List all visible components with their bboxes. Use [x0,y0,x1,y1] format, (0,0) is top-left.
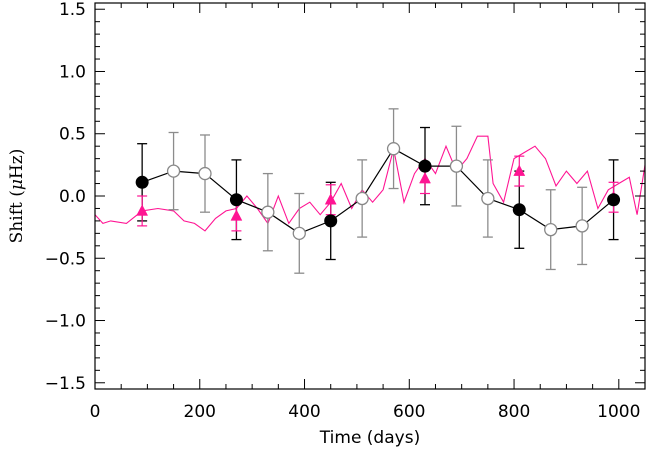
triangle-point [230,209,243,221]
x-tick-label: 400 [288,402,320,422]
triangle-point [513,164,526,176]
x-tick-label: 200 [184,402,216,422]
x-tick-label: 800 [498,402,530,422]
open-point [449,159,464,173]
y-tick-label: 1.0 [59,62,86,82]
triangle-point [419,172,431,184]
x-axis-title: Time (days) [319,428,420,448]
open-point [355,191,369,206]
magenta-series-line [95,135,645,232]
y-tick-label: 1.5 [59,0,86,20]
open-point [292,226,306,241]
y-tick-label: −1.5 [45,374,86,394]
triangle-point [324,193,337,205]
filled-point [512,203,526,217]
open-point [544,222,558,237]
y-axis-title: Shift (μHz) [7,149,27,244]
y-tick-label: 0.5 [59,125,86,145]
open-point [575,219,589,233]
filled-point [135,175,149,189]
open-point [261,205,275,219]
plot-frame [94,2,646,390]
filled-point [229,193,243,207]
ticks-layer [94,3,645,389]
y-tick-label: −0.5 [45,249,86,269]
filled-point [324,214,338,228]
triangle-point [136,204,149,216]
open-point [198,166,212,181]
open-point [481,191,495,206]
x-tick-label: 1000 [597,402,640,422]
y-axis-title-suffix: Hz) [7,149,27,179]
circle-series-line [141,147,614,235]
y-tick-label: −1.0 [45,312,86,332]
series-layer [95,108,645,274]
y-tick-label: 0.0 [59,187,86,207]
x-tick-label: 0 [90,402,101,422]
y-axis-title-symbol: μ [7,179,27,190]
x-tick-label: 600 [393,402,425,422]
filled-point [418,159,432,173]
filled-point [607,193,621,207]
y-axis-title-prefix: Shift ( [7,190,27,243]
open-point [386,142,401,156]
open-point [166,164,181,178]
tick-labels: 0 200 400 600 800 1000 −1.5 −1.0 −0.5 0.0 0.5 1.0 1.… [45,0,641,422]
